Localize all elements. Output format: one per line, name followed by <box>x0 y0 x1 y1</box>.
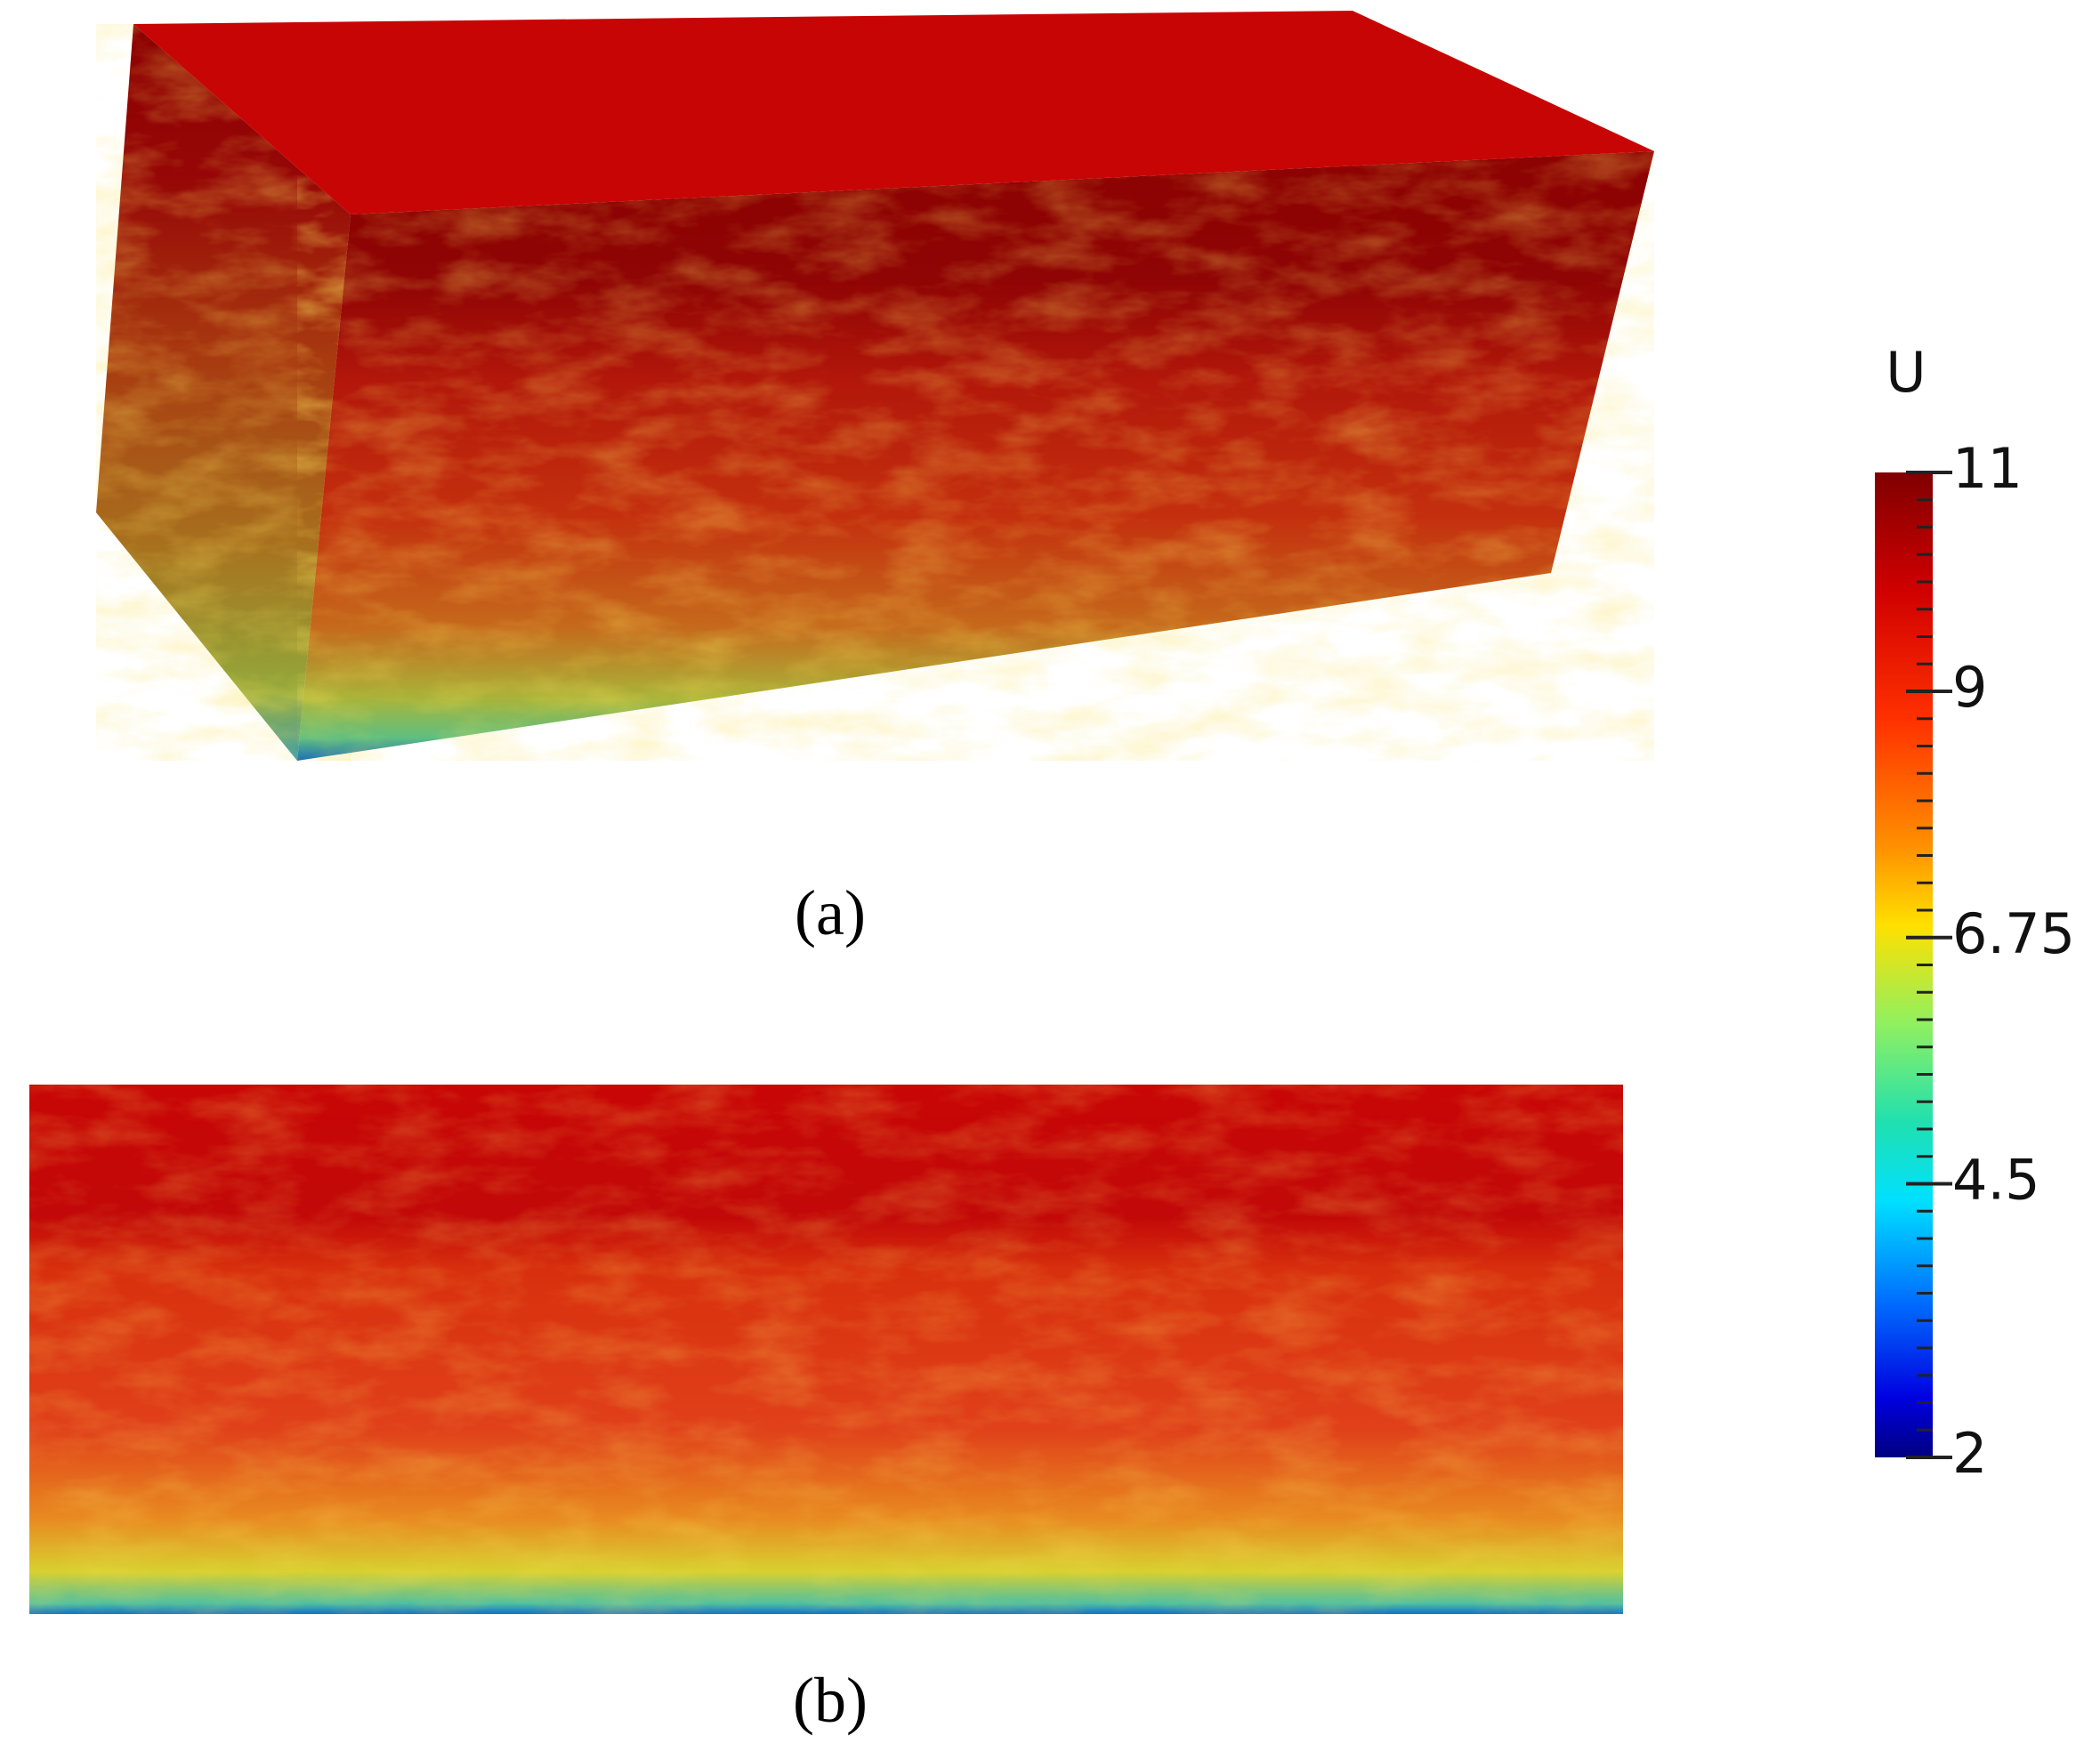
panel-label: (b) <box>793 1665 868 1736</box>
panel-label: (a) <box>795 877 866 948</box>
colorbar: U 2 4.5 6.75 9 11 <box>1875 340 2075 1486</box>
tick-label: 2 <box>1952 1421 1987 1486</box>
panel-b-slice <box>29 1085 1623 1614</box>
tick-label: 9 <box>1952 655 1987 720</box>
tick-label: 11 <box>1952 436 2023 501</box>
panel-a-box <box>96 11 1654 761</box>
tick-label: 4.5 <box>1952 1148 2040 1213</box>
colorbar-title: U <box>1886 340 1926 405</box>
tick-label: 6.75 <box>1952 901 2075 966</box>
